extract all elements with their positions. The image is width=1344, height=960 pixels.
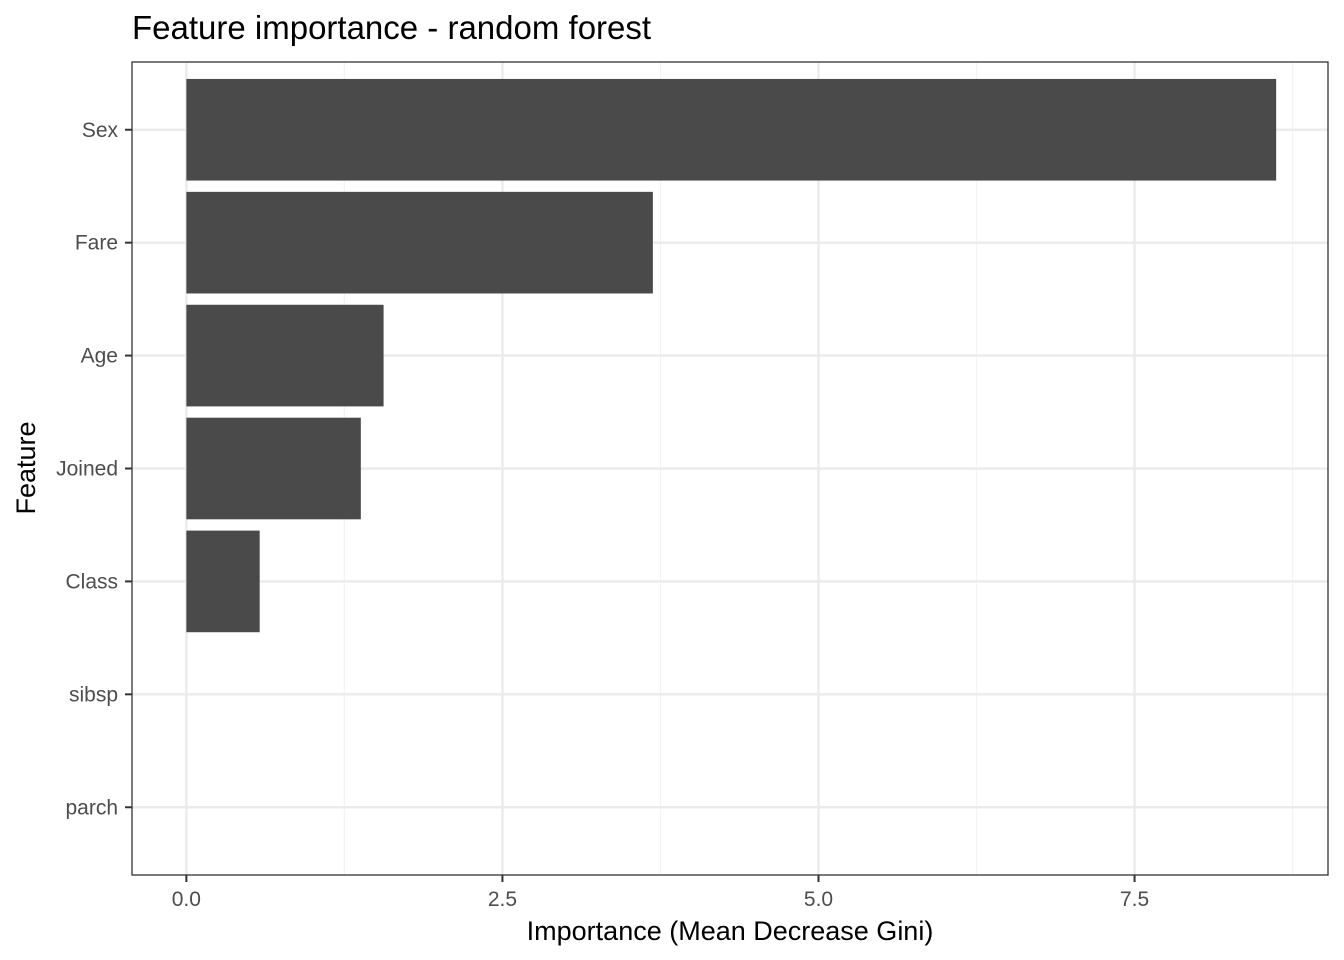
bar-sex [186, 78, 1277, 181]
x-tick-label: 2.5 [488, 888, 517, 911]
y-tick-label-joined: Joined [56, 458, 118, 481]
bar-class [186, 530, 260, 633]
y-axis: Sex Fare Age Joined Class sibsp parch [56, 119, 132, 819]
x-tick-label: 7.5 [1120, 888, 1149, 911]
x-tick-label: 0.0 [172, 888, 201, 911]
bars [186, 78, 1277, 633]
x-axis-title: Importance (Mean Decrease Gini) [527, 916, 934, 946]
y-axis-title: Feature [11, 421, 41, 514]
x-axis: 0.0 2.5 5.0 7.5 [172, 875, 1149, 911]
y-tick-label-parch: parch [65, 796, 118, 819]
y-tick-label-sibsp: sibsp [69, 683, 118, 706]
bar-age [186, 304, 384, 407]
bar-fare [186, 191, 653, 294]
y-tick-label-age: Age [81, 345, 118, 368]
y-tick-label-fare: Fare [75, 232, 118, 255]
x-tick-label: 5.0 [804, 888, 833, 911]
plot-panel [131, 61, 1329, 876]
y-tick-label-sex: Sex [82, 119, 119, 142]
bar-joined [186, 417, 361, 520]
chart-title: Feature importance - random forest [132, 9, 651, 46]
y-tick-label-class: Class [65, 570, 118, 593]
